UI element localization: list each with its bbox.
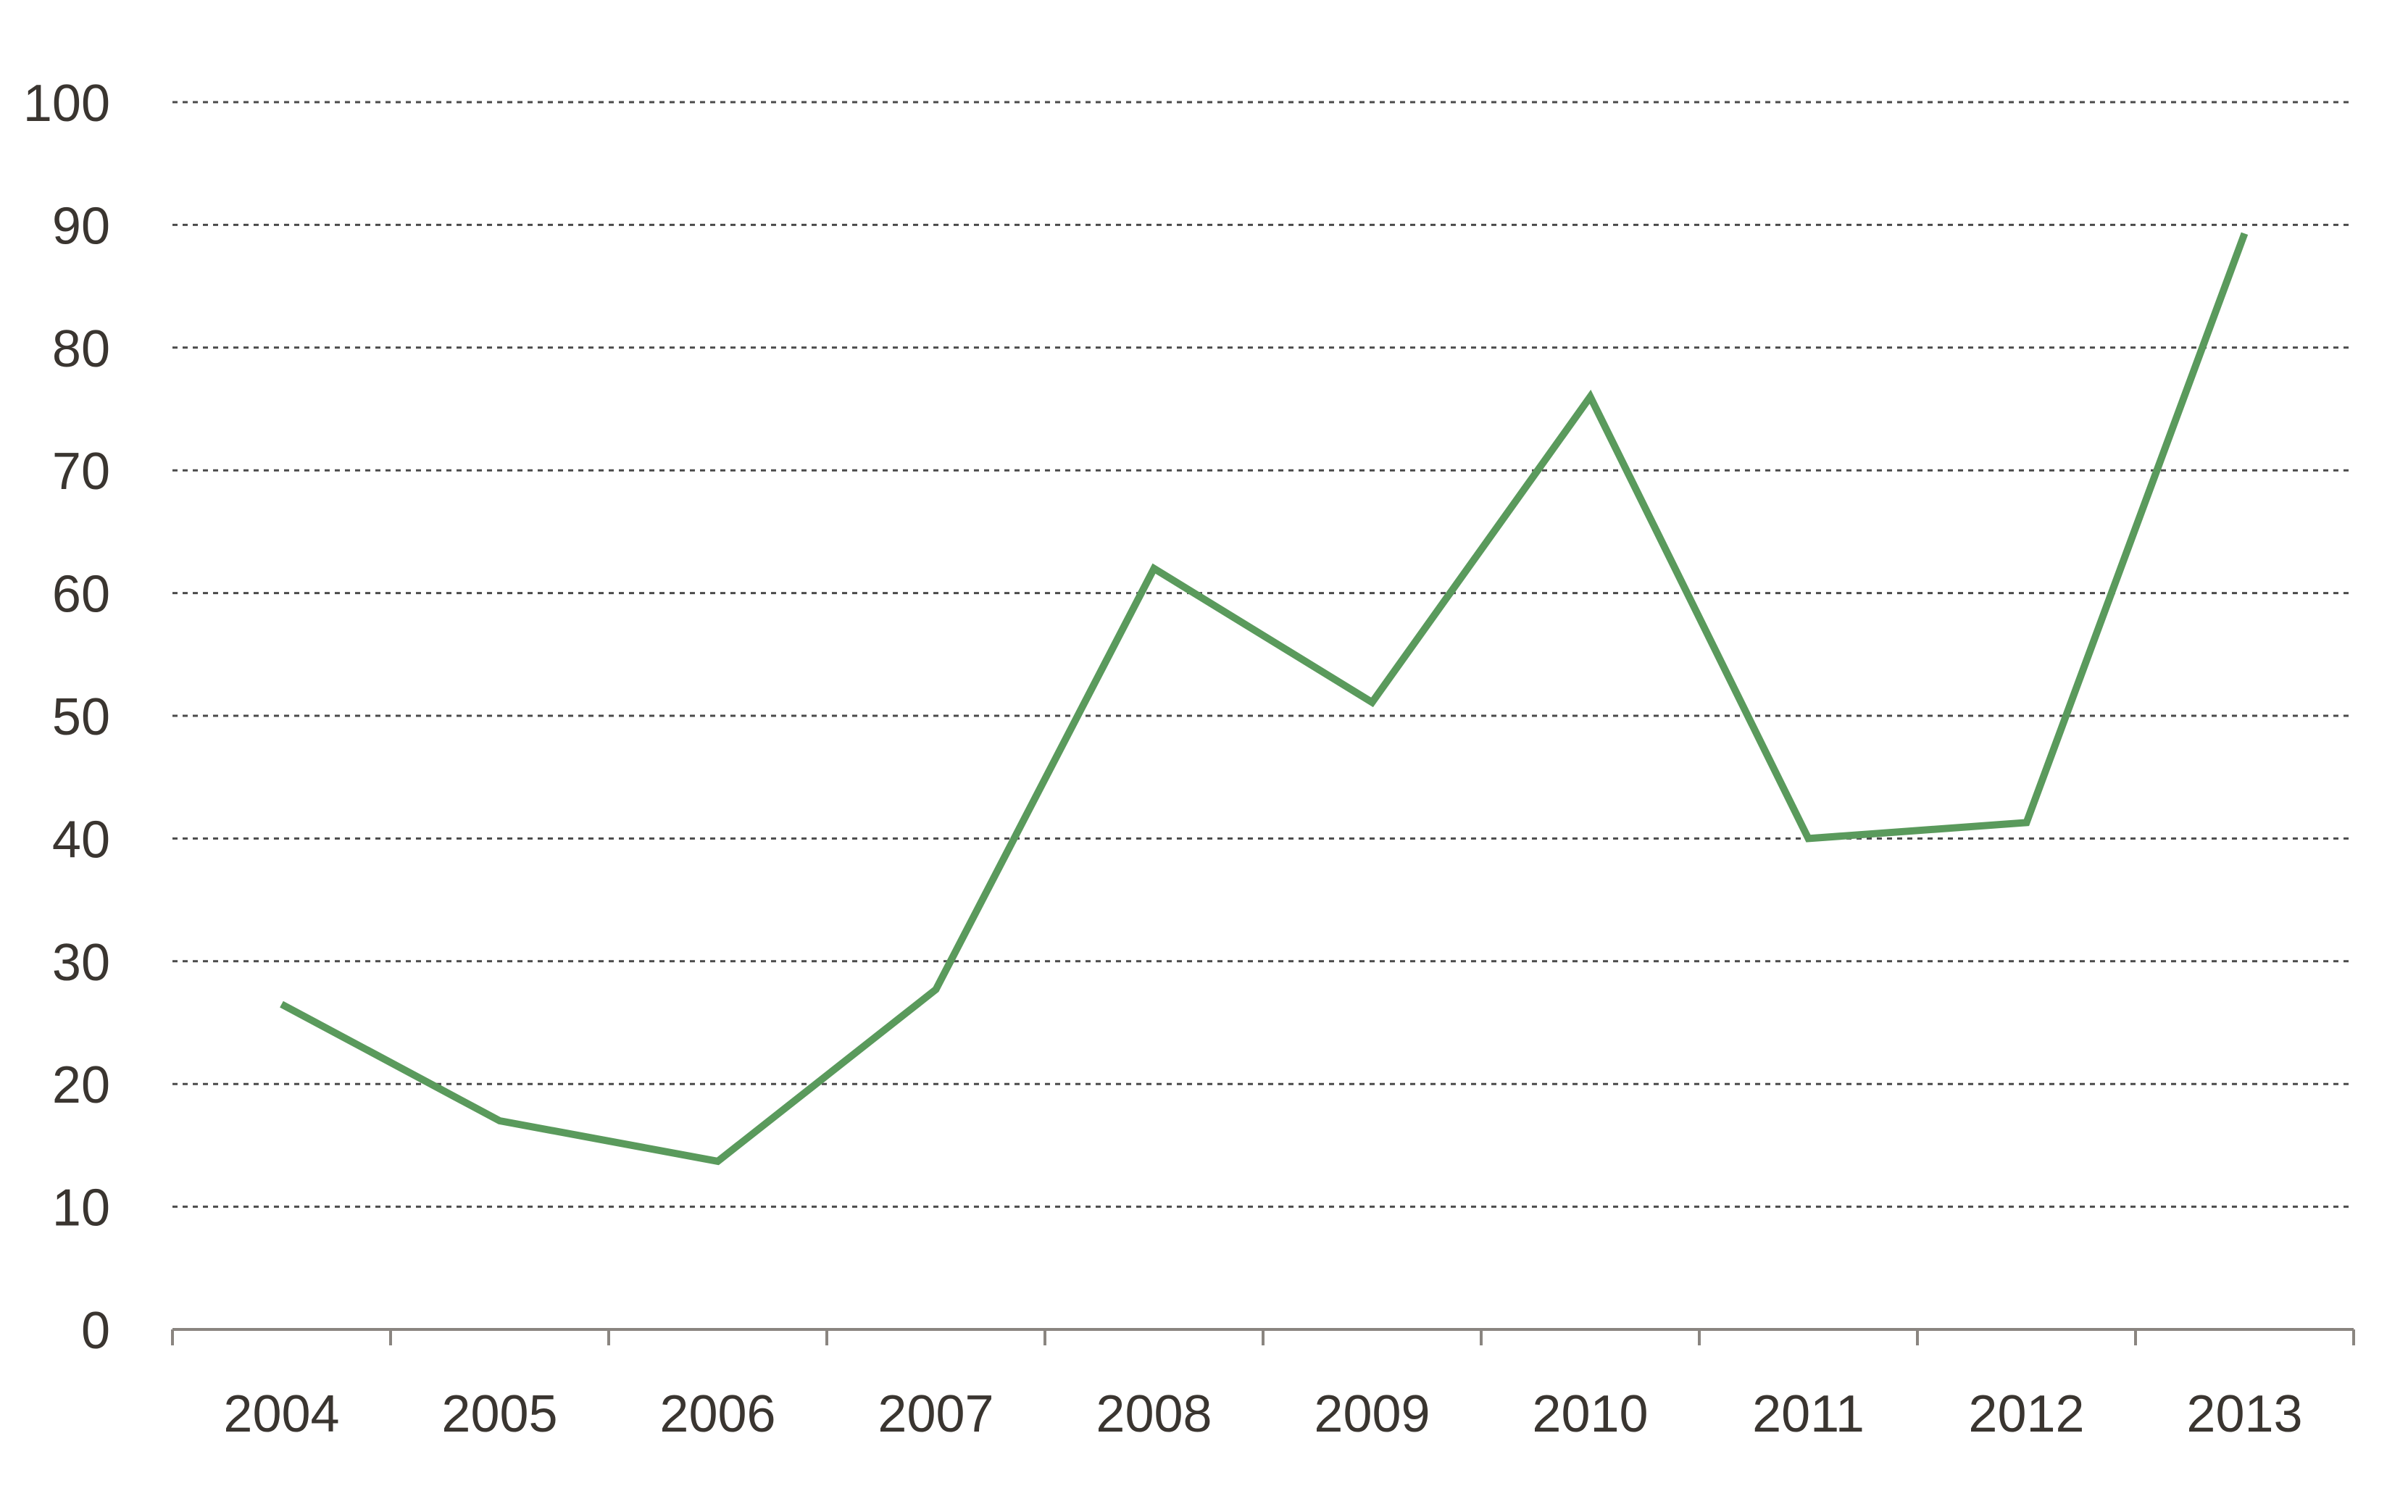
y-tick-label-90: 90 (52, 197, 110, 255)
x-tick-label-2006: 2006 (659, 1385, 775, 1443)
y-tick-label-70: 70 (52, 443, 110, 501)
x-tick-label-2012: 2012 (1968, 1385, 2084, 1443)
y-tick-label-20: 20 (52, 1056, 110, 1114)
x-tick-label-2004: 2004 (223, 1385, 339, 1443)
y-tick-labels: 0 10 20 30 40 50 60 70 80 90 100 (23, 75, 110, 1360)
x-tick-labels: 2004 2005 2006 2007 2008 2009 2010 2011 2012 2013 (223, 1385, 2302, 1443)
y-tick-label-60: 60 (52, 566, 110, 624)
x-tick-label-2007: 2007 (878, 1385, 993, 1443)
x-tick-label-2005: 2005 (441, 1385, 557, 1443)
series-layer (280, 232, 2249, 1166)
y-tick-label-10: 10 (52, 1179, 110, 1237)
y-tick-label-40: 40 (52, 811, 110, 869)
x-tick-label-2008: 2008 (1096, 1385, 1212, 1443)
y-tick-label-30: 30 (52, 934, 110, 992)
x-axis (171, 1328, 2355, 1345)
gridlines (172, 101, 2354, 1208)
y-tick-label-0: 0 (81, 1302, 110, 1360)
x-tick-label-2011: 2011 (1752, 1385, 1865, 1443)
x-tick-label-2013: 2013 (2186, 1385, 2302, 1443)
y-tick-label-100: 100 (23, 75, 110, 133)
y-tick-label-50: 50 (52, 688, 110, 746)
x-tick-label-2009: 2009 (1314, 1385, 1430, 1443)
series-line-0 (280, 232, 2249, 1166)
x-tick-label-2010: 2010 (1532, 1385, 1648, 1443)
y-tick-label-80: 80 (52, 320, 110, 378)
